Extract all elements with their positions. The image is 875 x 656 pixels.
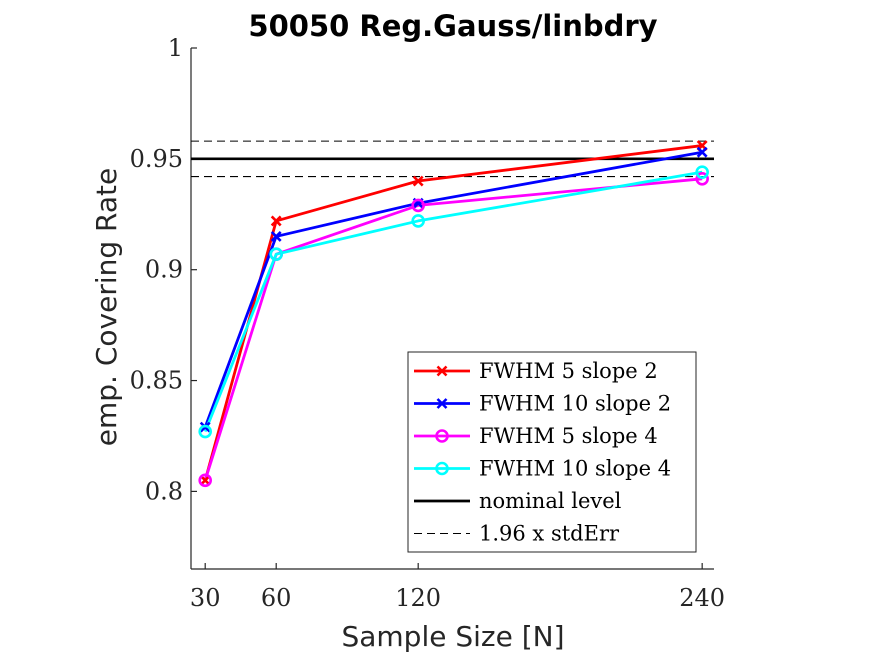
data-point-series-2-stroke — [270, 231, 282, 242]
legend-label: FWHM 5 slope 4 — [479, 424, 658, 448]
legend-label: FWHM 10 slope 4 — [479, 457, 671, 481]
legend: FWHM 5 slope 2 FWHM 10 slope 2 FWHM 5 slop… — [407, 351, 697, 553]
legend-marker-stroke — [436, 398, 448, 409]
data-point-series-4 — [198, 424, 212, 439]
data-point-series-1-stroke — [412, 175, 424, 187]
data-point-series-4 — [411, 214, 425, 228]
data-point-series-2-stroke — [696, 146, 708, 158]
series-line-1 — [203, 144, 703, 481]
legend-label: 1.96 x stdErr — [479, 522, 620, 546]
data-point-series-4 — [269, 247, 283, 261]
data-point-series-2 — [270, 231, 282, 242]
legend-marker — [435, 429, 449, 443]
series-line-2 — [203, 150, 703, 428]
legend-box — [407, 351, 697, 553]
data-point-series-3 — [198, 473, 212, 488]
data-point-series-1 — [412, 175, 424, 187]
series-line-3 — [203, 177, 703, 481]
y-tick-label: 0.85 — [130, 367, 183, 395]
x-tick-label: 60 — [261, 584, 292, 612]
series-line-4 — [203, 170, 703, 433]
x-tick-label: 240 — [679, 584, 725, 612]
data-point-series-1 — [270, 215, 282, 227]
y-tick-label: 0.8 — [145, 477, 183, 505]
x-axis-label: Sample Size [N] — [341, 620, 564, 653]
legend-marker — [436, 365, 448, 377]
chart-title: 50050 Reg.Gauss/linbdry — [248, 9, 657, 43]
data-point-series-3 — [411, 198, 425, 213]
y-tick-label: 0.9 — [145, 256, 183, 284]
legend-label: FWHM 5 slope 2 — [479, 359, 658, 383]
data-point-series-3 — [695, 172, 709, 186]
data-point-series-2 — [696, 146, 708, 158]
plot-area: 0.8 0.85 0.9 0.95 1 30 60 120 240 — [130, 34, 726, 612]
x-tick-label: 120 — [395, 584, 441, 612]
data-point-series-4 — [695, 165, 709, 179]
y-tick-label: 0.95 — [130, 145, 183, 173]
y-tick-label: 1 — [168, 34, 183, 62]
y-axis-label: emp. Covering Rate — [90, 168, 123, 446]
legend-marker-stroke — [436, 365, 448, 377]
legend-label: nominal level — [479, 489, 622, 513]
x-tick-label: 30 — [190, 584, 221, 612]
legend-marker — [436, 398, 448, 409]
data-point-series-1-stroke — [270, 215, 282, 227]
legend-label: FWHM 10 slope 2 — [479, 392, 671, 416]
legend-marker — [435, 461, 449, 476]
